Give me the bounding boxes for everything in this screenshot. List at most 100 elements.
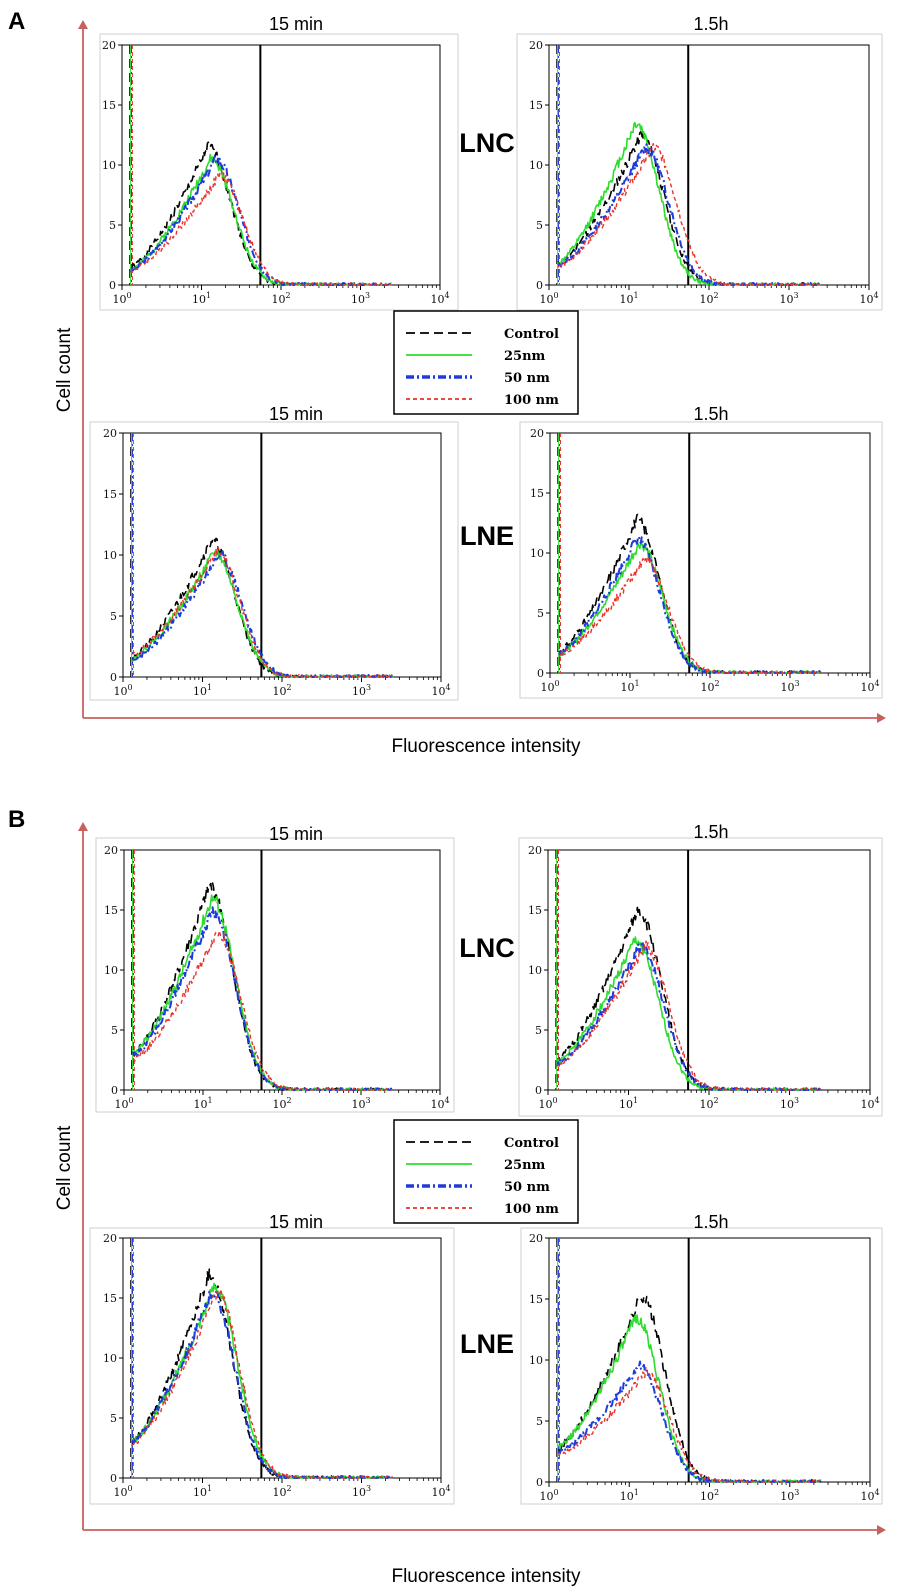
- panel-frame: [518, 837, 883, 1117]
- y-axis-title: Cell count: [54, 1125, 75, 1210]
- panel-frame: [95, 837, 455, 1113]
- x-tick-label: 101: [620, 679, 639, 694]
- histogram-series-25nm: [558, 1314, 822, 1483]
- y-tick-label: 5: [536, 219, 543, 232]
- panel-title: 15 min: [269, 14, 323, 34]
- x-tick-label: 104: [430, 1096, 449, 1111]
- y-tick-label: 10: [102, 159, 116, 172]
- histogram-panel: 15 min LNC 0 5 10 15 20 100 101 102 103 104: [95, 824, 515, 1113]
- x-axis-title: Fluorescence intensity: [391, 736, 581, 757]
- histogram-series-100nm: [557, 1366, 821, 1483]
- x-axis-arrowhead: [877, 713, 886, 723]
- y-tick-label: 5: [110, 1412, 117, 1425]
- y-tick-label: 0: [536, 1476, 543, 1489]
- y-tick-label: 10: [104, 964, 118, 977]
- histogram-panel: 15 min LNC 0 5 10 15 20 100 101 102 103 104: [99, 14, 515, 311]
- histogram-panel: 1.5h 0 5 10 15 20 100 101 102 103 104: [516, 14, 883, 311]
- y-tick-label: 20: [529, 1232, 543, 1245]
- y-tick-label: 10: [529, 1354, 543, 1367]
- x-tick-label: 103: [780, 679, 799, 694]
- x-tick-label: 101: [619, 1096, 638, 1111]
- x-tick-label: 100: [112, 291, 131, 306]
- histogram-series-100nm: [130, 169, 392, 286]
- panel-frame: [519, 421, 883, 699]
- histogram-panel: 15 min LNE 0 5 10 15 20 100 101 102 103 104: [89, 404, 514, 701]
- y-tick-label: 10: [528, 964, 542, 977]
- x-tick-label: 103: [780, 1096, 799, 1111]
- histogram-series-100nm: [556, 940, 822, 1091]
- legend-label: 25nm: [504, 349, 546, 364]
- x-tick-label: 100: [539, 291, 558, 306]
- legend-label: 100 nm: [504, 1202, 559, 1217]
- y-tick-label: 15: [104, 904, 118, 917]
- y-tick-label: 0: [535, 1084, 542, 1097]
- section-b: B Cell count Fluorescence intensity: [8, 806, 886, 1587]
- x-tick-label: 103: [780, 1488, 799, 1503]
- x-tick-label: 103: [779, 291, 798, 306]
- y-tick-label: 0: [111, 1084, 118, 1097]
- histogram-series-50nm: [130, 155, 392, 286]
- histogram-series-100nm: [131, 546, 393, 678]
- section-a: A Cell count Fluorescence intensity: [8, 8, 886, 757]
- y-tick-label: 15: [530, 487, 544, 500]
- panel-title: 15 min: [269, 1212, 323, 1232]
- y-tick-label: 5: [537, 607, 544, 620]
- y-tick-label: 20: [104, 844, 118, 857]
- x-tick-label: 101: [192, 291, 211, 306]
- x-tick-label: 103: [351, 1096, 370, 1111]
- x-tick-label: 102: [700, 1488, 719, 1503]
- y-tick-label: 15: [528, 904, 542, 917]
- y-tick-label: 5: [535, 1024, 542, 1037]
- y-tick-label: 20: [528, 844, 542, 857]
- panel-title: 1.5h: [693, 14, 728, 34]
- y-tick-label: 0: [537, 667, 544, 680]
- x-tick-label: 104: [860, 1096, 879, 1111]
- y-tick-label: 0: [110, 1472, 117, 1485]
- legend-label: 50 nm: [504, 371, 550, 386]
- x-tick-label: 102: [700, 679, 719, 694]
- histogram-series-control: [131, 536, 393, 678]
- legend-box: [393, 310, 579, 415]
- x-tick-label: 104: [860, 1488, 879, 1503]
- y-tick-label: 20: [530, 427, 544, 440]
- panel-frame: [99, 33, 459, 311]
- y-tick-label: 0: [536, 279, 543, 292]
- legend-label: Control: [504, 1136, 559, 1151]
- row-label: LNC: [459, 933, 515, 963]
- histogram-series-100nm: [558, 555, 822, 674]
- y-tick-label: 5: [110, 610, 117, 623]
- y-tick-label: 20: [529, 39, 543, 52]
- x-tick-label: 102: [272, 1484, 291, 1499]
- y-tick-label: 5: [111, 1024, 118, 1037]
- x-tick-label: 103: [351, 291, 370, 306]
- x-axis-title: Fluorescence intensity: [391, 1566, 581, 1587]
- y-tick-label: 20: [103, 1232, 117, 1245]
- x-tick-label: 101: [193, 1484, 212, 1499]
- y-tick-label: 15: [529, 1293, 543, 1306]
- histogram-series-100nm: [131, 1288, 394, 1479]
- legend-label: Control: [504, 327, 559, 342]
- histogram-panel: 15 min LNE 0 5 10 15 20 100 101 102 103 104: [89, 1212, 514, 1505]
- panel-title: 15 min: [269, 404, 323, 424]
- x-tick-label: 102: [271, 291, 290, 306]
- x-tick-label: 104: [430, 291, 449, 306]
- x-tick-label: 102: [699, 291, 718, 306]
- x-tick-label: 104: [859, 291, 878, 306]
- x-tick-label: 100: [539, 1488, 558, 1503]
- panel-title: 15 min: [269, 824, 323, 844]
- x-tick-label: 100: [114, 1096, 133, 1111]
- y-tick-label: 10: [103, 1352, 117, 1365]
- x-tick-label: 102: [699, 1096, 718, 1111]
- panel-frame: [89, 421, 459, 701]
- x-tick-label: 104: [431, 683, 450, 698]
- histogram-series-100nm: [557, 142, 821, 286]
- y-tick-label: 15: [102, 99, 116, 112]
- histogram-panel: 1.5h LNE 0 5 10 15 20 100 101 102 103 104: [460, 404, 883, 699]
- x-tick-label: 100: [113, 1484, 132, 1499]
- panel-title: 1.5h: [693, 404, 728, 424]
- histogram-series-50nm: [556, 940, 822, 1091]
- panel-frame: [89, 1227, 455, 1505]
- panel-title: 1.5h: [693, 822, 728, 842]
- legend: Control 25nm 50 nm 100 nm: [393, 310, 579, 415]
